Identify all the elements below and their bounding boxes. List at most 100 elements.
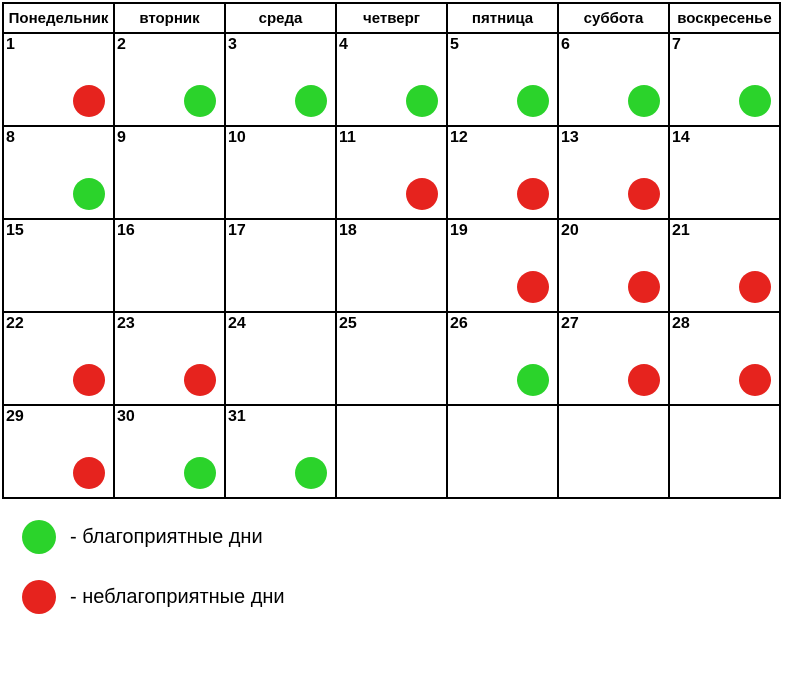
- weekday-label: пятница: [472, 10, 533, 27]
- day-number: 18: [339, 222, 357, 240]
- legend-item: - неблагоприятные дни: [22, 580, 285, 614]
- unfavorable-dot-icon: [628, 271, 660, 303]
- calendar-day-cell: [669, 405, 780, 498]
- calendar-day-cell: 21: [669, 219, 780, 312]
- calendar-day-cell: 27: [558, 312, 669, 405]
- calendar-day-cell: 5: [447, 33, 558, 126]
- day-number: 22: [6, 315, 24, 333]
- legend: - благоприятные дни - неблагоприятные дни: [22, 520, 285, 614]
- day-number: 14: [672, 129, 690, 147]
- calendar-day-cell: 2: [114, 33, 225, 126]
- calendar-header-cell: воскресенье: [669, 3, 780, 33]
- weekday-label: вторник: [139, 10, 199, 27]
- calendar-day-cell: 28: [669, 312, 780, 405]
- calendar-day-cell: 14: [669, 126, 780, 219]
- weekday-label: среда: [259, 10, 303, 27]
- day-number: 2: [117, 36, 126, 54]
- unfavorable-dot-icon: [73, 85, 105, 117]
- unfavorable-dot-icon: [739, 271, 771, 303]
- favorable-dot-icon: [184, 457, 216, 489]
- calendar-header-cell: суббота: [558, 3, 669, 33]
- calendar-day-cell: 23: [114, 312, 225, 405]
- weekday-label: Понедельник: [9, 10, 109, 27]
- day-number: 7: [672, 36, 681, 54]
- day-number: 13: [561, 129, 579, 147]
- day-number: 19: [450, 222, 468, 240]
- calendar-table: Понедельник вторник среда четверг пятница суб…: [2, 2, 781, 499]
- day-number: 23: [117, 315, 135, 333]
- calendar-day-cell: 30: [114, 405, 225, 498]
- day-number: 26: [450, 315, 468, 333]
- calendar-header-cell: вторник: [114, 3, 225, 33]
- calendar-day-cell: [558, 405, 669, 498]
- day-number: 4: [339, 36, 348, 54]
- day-number: 25: [339, 315, 357, 333]
- calendar-day-cell: 12: [447, 126, 558, 219]
- calendar-day-cell: 10: [225, 126, 336, 219]
- calendar-week-row: 22 23 24 25 26 27 28: [3, 312, 780, 405]
- day-number: 9: [117, 129, 126, 147]
- favorable-dot-icon: [406, 85, 438, 117]
- day-number: 15: [6, 222, 24, 240]
- day-number: 24: [228, 315, 246, 333]
- calendar-week-row: 29 30 31: [3, 405, 780, 498]
- day-number: 10: [228, 129, 246, 147]
- favorable-dot-icon: [517, 85, 549, 117]
- calendar-day-cell: 17: [225, 219, 336, 312]
- favorable-dot-icon: [628, 85, 660, 117]
- calendar-day-cell: 29: [3, 405, 114, 498]
- day-number: 21: [672, 222, 690, 240]
- calendar-header-cell: Понедельник: [3, 3, 114, 33]
- unfavorable-dot-icon: [73, 457, 105, 489]
- weekday-label: воскресенье: [677, 10, 771, 27]
- day-number: 16: [117, 222, 135, 240]
- weekday-label: суббота: [584, 10, 644, 27]
- day-number: 5: [450, 36, 459, 54]
- favorable-dot-icon: [295, 457, 327, 489]
- calendar-week-row: 89 10 11 1213 14: [3, 126, 780, 219]
- calendar-day-cell: 22: [3, 312, 114, 405]
- calendar-week-row: 15 16 1718 19 2021: [3, 219, 780, 312]
- weekday-label: четверг: [363, 10, 420, 27]
- calendar-day-cell: 9: [114, 126, 225, 219]
- favorable-legend-dot-icon: [22, 520, 56, 554]
- favorable-dot-icon: [184, 85, 216, 117]
- unfavorable-dot-icon: [628, 178, 660, 210]
- calendar-day-cell: 7: [669, 33, 780, 126]
- calendar-body: 1234567891011121314151617181920212223242…: [3, 33, 780, 498]
- calendar-day-cell: 24: [225, 312, 336, 405]
- day-number: 29: [6, 408, 24, 426]
- calendar-header-cell: среда: [225, 3, 336, 33]
- calendar-week-row: 1234567: [3, 33, 780, 126]
- unfavorable-dot-icon: [628, 364, 660, 396]
- unfavorable-dot-icon: [517, 271, 549, 303]
- day-number: 11: [339, 129, 356, 147]
- calendar-day-cell: [447, 405, 558, 498]
- calendar-day-cell: 13: [558, 126, 669, 219]
- day-number: 27: [561, 315, 579, 333]
- calendar-day-cell: 4: [336, 33, 447, 126]
- calendar-day-cell: 8: [3, 126, 114, 219]
- calendar-header-cell: четверг: [336, 3, 447, 33]
- unfavorable-dot-icon: [517, 178, 549, 210]
- calendar-day-cell: [336, 405, 447, 498]
- calendar-day-cell: 1: [3, 33, 114, 126]
- calendar-day-cell: 25: [336, 312, 447, 405]
- favorable-dot-icon: [73, 178, 105, 210]
- legend-item: - благоприятные дни: [22, 520, 285, 554]
- calendar-day-cell: 31: [225, 405, 336, 498]
- calendar-day-cell: 16: [114, 219, 225, 312]
- unfavorable-dot-icon: [406, 178, 438, 210]
- unfavorable-dot-icon: [739, 364, 771, 396]
- calendar-day-cell: 20: [558, 219, 669, 312]
- legend-label: - неблагоприятные дни: [70, 586, 285, 609]
- favorable-dot-icon: [295, 85, 327, 117]
- calendar-header-cell: пятница: [447, 3, 558, 33]
- calendar-day-cell: 3: [225, 33, 336, 126]
- day-number: 3: [228, 36, 237, 54]
- favorable-dot-icon: [517, 364, 549, 396]
- unfavorable-dot-icon: [73, 364, 105, 396]
- day-number: 28: [672, 315, 690, 333]
- day-number: 30: [117, 408, 135, 426]
- calendar-infographic: Понедельник вторник среда четверг пятница суб…: [0, 0, 785, 674]
